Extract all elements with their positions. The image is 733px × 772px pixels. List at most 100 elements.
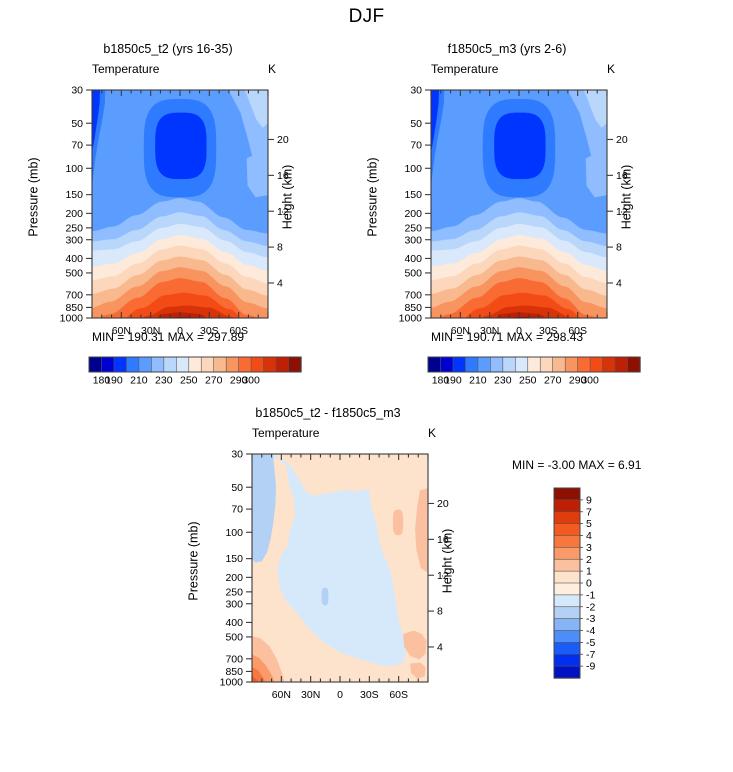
- lat-tick-label: 60N: [451, 325, 470, 337]
- colorbar-tick-label: 270: [544, 375, 562, 387]
- colorbar-tick-label: -9: [586, 661, 595, 673]
- colorbar-tick-label: -5: [586, 637, 595, 649]
- colorbar-tick-label: 270: [205, 375, 223, 387]
- panel-right-y2label: Height (km): [619, 164, 634, 230]
- colorbar-tick-label: 190: [444, 375, 462, 387]
- pressure-tick-label: 1000: [220, 677, 244, 689]
- height-tick-label: 12: [616, 206, 628, 218]
- colorbar-difference: 9 7 5 4 3 2 1 0 -1 -2 -3 -4 -5 -7 -9: [552, 486, 622, 681]
- pressure-tick-label: 850: [404, 302, 422, 314]
- panel-diff-y2label: Height (km): [440, 528, 455, 594]
- pressure-tick-label: 500: [404, 268, 422, 280]
- colorbar-tick-label: 230: [494, 375, 512, 387]
- height-tick-label: 4: [616, 278, 622, 290]
- panel-difference: b1850c5_t2 - f1850c5_m3 Temperature K 60…: [187, 406, 463, 701]
- pressure-tick-label: 250: [225, 586, 243, 598]
- lat-tick-label: 0: [177, 325, 183, 337]
- height-tick-label: 8: [277, 242, 283, 254]
- panel-diff-ylabel: Pressure (mb): [186, 521, 201, 601]
- pressure-tick-label: 150: [225, 553, 243, 565]
- colorbar-tick-label: 290: [230, 375, 248, 387]
- colorbar-absolute-right: 180 190 210 230 250 270 290 300: [424, 356, 644, 387]
- pressure-tick-label: 850: [65, 302, 83, 314]
- panel-right-field-label: Temperature: [431, 62, 499, 76]
- lat-tick-label: 30S: [360, 689, 379, 701]
- pressure-tick-label: 70: [71, 140, 83, 152]
- pressure-tick-label: 400: [404, 253, 422, 265]
- panel-diff-minmax: MIN = -3.00 MAX = 6.91: [512, 458, 642, 472]
- height-tick-label: 16: [616, 170, 628, 182]
- pressure-tick-label: 50: [410, 118, 422, 130]
- colorbar-tick-label: 300: [242, 375, 260, 387]
- pressure-tick-label: 700: [225, 653, 243, 665]
- panel-b1850c5-t2: b1850c5_t2 (yrs 16-35) Temperature K 60N…: [27, 42, 303, 344]
- colorbar-tick-label: 290: [569, 375, 587, 387]
- panel-left-field-label: Temperature: [92, 62, 160, 76]
- colorbar-tick-label: 1: [586, 566, 592, 578]
- colorbar-tick-label: -1: [586, 589, 595, 601]
- colorbar-absolute-left: 180 190 210 230 250 270 290 300: [85, 356, 305, 387]
- lat-tick-label: 0: [516, 325, 522, 337]
- colorbar-tick-label: 3: [586, 542, 592, 554]
- height-tick-label: 4: [277, 278, 283, 290]
- pressure-tick-label: 300: [404, 234, 422, 246]
- pressure-tick-label: 50: [71, 118, 83, 130]
- contour-field: [252, 454, 428, 682]
- pressure-tick-label: 700: [404, 289, 422, 301]
- pressure-tick-label: 850: [225, 666, 243, 678]
- height-tick-label: 20: [277, 134, 289, 146]
- panel-diff-field-label: Temperature: [252, 426, 320, 440]
- panel-left-units-label: K: [268, 62, 277, 76]
- panel-left-y2label: Height (km): [280, 164, 295, 230]
- colorbar-tick-label: 210: [469, 375, 487, 387]
- colorbar-tick-label: 250: [519, 375, 537, 387]
- pressure-tick-label: 70: [410, 140, 422, 152]
- colorbar-tick-label: 5: [586, 518, 592, 530]
- pressure-tick-label: 200: [225, 572, 243, 584]
- lat-tick-label: 60S: [568, 325, 587, 337]
- colorbar-tick-label: 250: [180, 375, 198, 387]
- panel-diff-units-label: K: [428, 426, 437, 440]
- contour-field: [92, 90, 268, 318]
- colorbar-tick-label: 4: [586, 530, 592, 542]
- pressure-tick-label: 50: [231, 482, 243, 494]
- panel-left-ylabel: Pressure (mb): [26, 157, 41, 237]
- lat-tick-label: 30N: [301, 689, 320, 701]
- pressure-tick-label: 250: [65, 222, 83, 234]
- panel-right-title: f1850c5_m3 (yrs 2-6): [447, 42, 567, 56]
- height-tick-label: 8: [616, 242, 622, 254]
- colorbar-tick-label: -3: [586, 613, 595, 625]
- panel-diff-title: b1850c5_t2 - f1850c5_m3: [255, 406, 401, 420]
- pressure-tick-label: 200: [65, 208, 83, 220]
- panel-left-title: b1850c5_t2 (yrs 16-35): [103, 42, 233, 56]
- colorbar-tick-label: 180: [93, 375, 111, 387]
- pressure-tick-label: 100: [404, 163, 422, 175]
- panel-left-minmax: MIN = 190.31 MAX = 297.89: [91, 330, 245, 344]
- pressure-tick-label: 1000: [60, 313, 84, 325]
- panel-right-units-label: K: [607, 62, 616, 76]
- pressure-tick-label: 250: [404, 222, 422, 234]
- lat-tick-label: 60N: [112, 325, 131, 337]
- colorbar-tick-label: 230: [155, 375, 173, 387]
- lat-tick-label: 60S: [389, 689, 408, 701]
- colorbar-tick-label: 0: [586, 578, 592, 590]
- pressure-tick-label: 300: [65, 234, 83, 246]
- colorbar-tick-label: 180: [432, 375, 450, 387]
- lat-tick-label: 30S: [539, 325, 558, 337]
- colorbar-tick-label: 9: [586, 494, 592, 506]
- height-tick-label: 8: [437, 606, 443, 618]
- pressure-tick-label: 70: [231, 504, 243, 516]
- lat-tick-label: 60N: [272, 689, 291, 701]
- colorbar-tick-label: -7: [586, 649, 595, 661]
- colorbar-tick-label: -4: [586, 625, 595, 637]
- colorbar-tick-label: 2: [586, 554, 592, 566]
- height-tick-label: 4: [437, 642, 443, 654]
- pressure-tick-label: 500: [65, 268, 83, 280]
- lat-tick-label: 60S: [229, 325, 248, 337]
- pressure-tick-label: 300: [225, 598, 243, 610]
- lat-tick-label: 0: [337, 689, 343, 701]
- lat-tick-label: 30N: [141, 325, 160, 337]
